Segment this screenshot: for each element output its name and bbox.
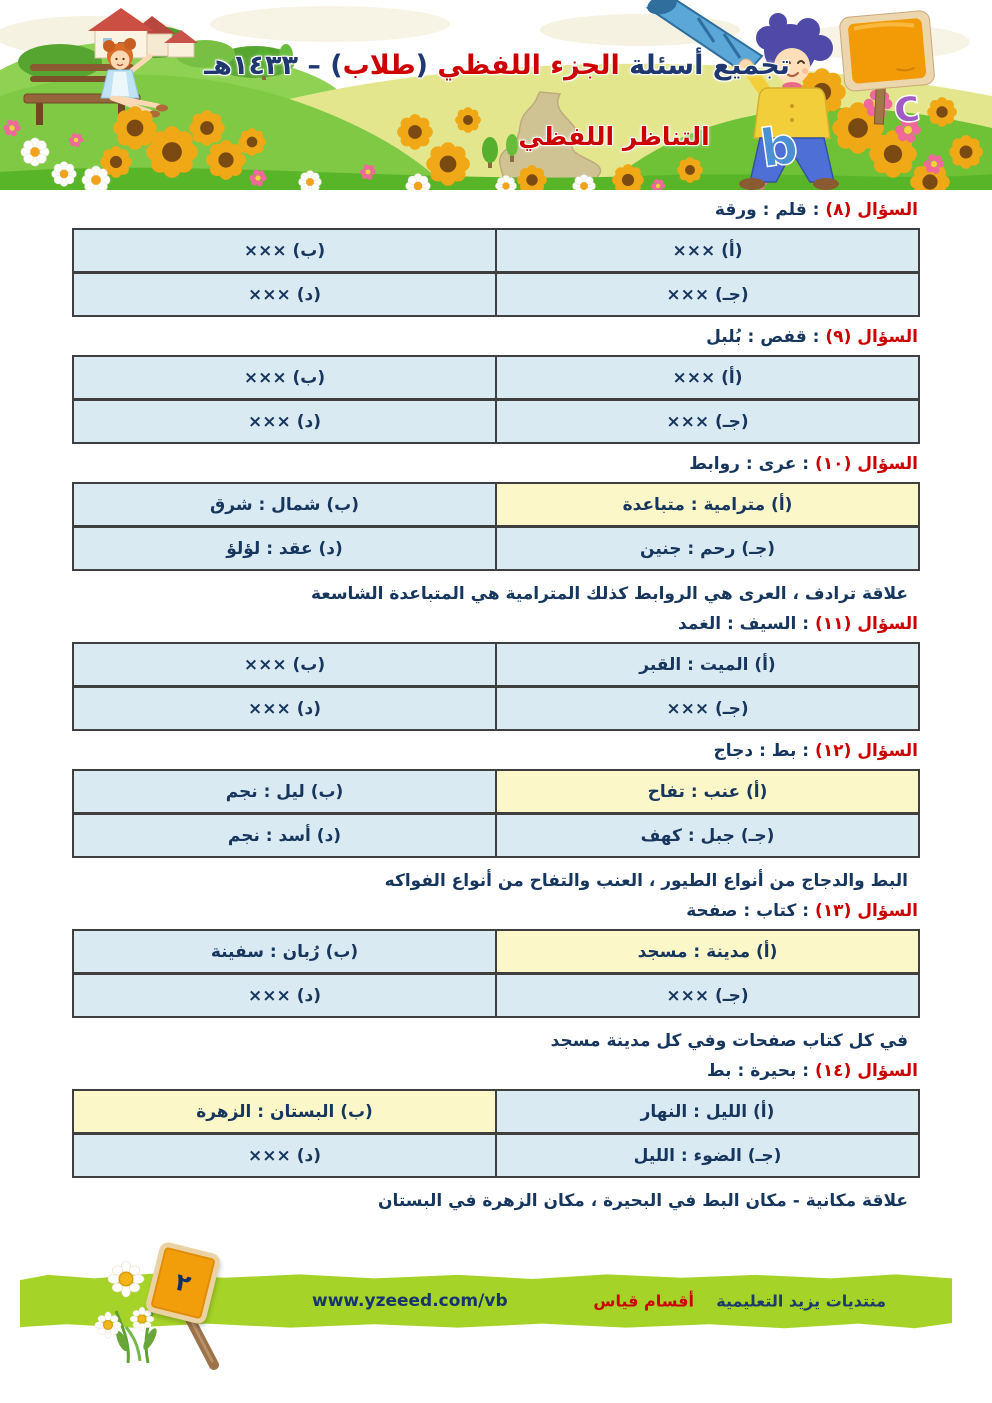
answer-explanation: علاقة مكانية - مكان البط في البحيرة ، مك… xyxy=(377,1191,908,1211)
option-c: (جـ) ××× xyxy=(497,274,918,315)
question-heading: السؤال (١٤) : بحيرة : بط xyxy=(72,1061,918,1081)
question-block-8: السؤال (٨) : قلم : ورقة (أ) ××× (ب) ××× … xyxy=(72,200,920,317)
option-c: (جـ) الضوء : الليل xyxy=(497,1135,918,1176)
question-label: السؤال (١٣) xyxy=(815,901,918,921)
option-d: (د) ××× xyxy=(74,1135,495,1176)
option-d: (د) ××× xyxy=(74,975,495,1016)
question-block-14: السؤال (١٤) : بحيرة : بط (أ) الليل : الن… xyxy=(72,1061,920,1211)
options-table: (أ) الليل : النهار (ب) البستان : الزهرة … xyxy=(72,1089,920,1178)
footer-brand: منتديات يزيد التعليمية xyxy=(716,1291,886,1311)
tree-icon xyxy=(255,44,293,80)
option-a: (أ) مدينة : مسجد xyxy=(497,931,918,972)
question-label: السؤال (٨) xyxy=(825,200,918,220)
option-b: (ب) ××× xyxy=(74,230,495,271)
question-stem: : بحيرة : بط xyxy=(706,1061,816,1081)
option-d: (د) ××× xyxy=(74,688,495,729)
question-stem: : عرى : روابط xyxy=(689,454,816,474)
title-part: تجميع أسئلة xyxy=(619,50,790,81)
option-a: (أ) ××× xyxy=(497,230,918,271)
options-table: (أ) مترامية : متباعدة (ب) شمال : شرق (جـ… xyxy=(72,482,920,571)
question-stem: : قلم : ورقة xyxy=(714,200,826,220)
option-c: (جـ) ××× xyxy=(497,975,918,1016)
question-heading: السؤال (١٢) : بط : دجاج xyxy=(72,741,918,761)
question-stem: : قفص : بُلبل xyxy=(706,327,826,347)
options-table: (أ) ××× (ب) ××× (جـ) ××× (د) ××× xyxy=(72,228,920,317)
option-b: (ب) البستان : الزهرة xyxy=(74,1091,495,1132)
option-a: (أ) ××× xyxy=(497,357,918,398)
girl-on-bench-icon xyxy=(23,38,168,125)
footer-site-url: www.yzeeed.com/vb xyxy=(312,1291,508,1311)
question-block-12: السؤال (١٢) : بط : دجاج (أ) عنب : تفاح (… xyxy=(72,741,920,891)
options-table: (أ) عنب : تفاح (ب) ليل : نجم (جـ) جبل : … xyxy=(72,769,920,858)
option-c: (جـ) ××× xyxy=(497,401,918,442)
question-heading: السؤال (١٣) : كتاب : صفحة xyxy=(72,901,918,921)
answer-explanation: علاقة ترادف ، العرى هي الروابط كذلك المت… xyxy=(310,584,908,604)
option-b: (ب) شمال : شرق xyxy=(74,484,495,525)
footer-bar: منتديات يزيد التعليمية أقسام قياس www.yz… xyxy=(20,1273,952,1329)
question-label: السؤال (١١) xyxy=(815,614,918,634)
question-stem: : السيف : الغمد xyxy=(678,614,816,634)
option-a: (أ) الميت : القبر xyxy=(497,644,918,685)
boy-with-telescope-icon xyxy=(645,0,839,190)
option-c: (جـ) جبل : كهف xyxy=(497,815,918,856)
tree-icon xyxy=(482,134,518,168)
question-block-13: السؤال (١٣) : كتاب : صفحة (أ) مدينة : مس… xyxy=(72,901,920,1051)
question-stem: : كتاب : صفحة xyxy=(686,901,816,921)
question-label: السؤال (١٤) xyxy=(815,1061,918,1081)
header-banner: b c تجميع أسئلة الجزء اللفظي (طلاب) – ١٤… xyxy=(0,0,992,190)
options-table: (أ) ××× (ب) ××× (جـ) ××× (د) ××× xyxy=(72,355,920,444)
page-number: ٢ xyxy=(172,1267,194,1299)
answer-explanation: البط والدجاج من أنواع الطيور ، العنب وال… xyxy=(384,871,908,891)
question-block-9: السؤال (٩) : قفص : بُلبل (أ) ××× (ب) ×××… xyxy=(72,327,920,444)
option-d: (د) عقد : لؤلؤ xyxy=(74,528,495,569)
option-d: (د) أسد : نجم xyxy=(74,815,495,856)
option-b: (ب) ××× xyxy=(74,357,495,398)
option-a: (أ) عنب : تفاح xyxy=(497,771,918,812)
question-stem: : بط : دجاج xyxy=(713,741,816,761)
header-illustration: b c xyxy=(0,0,992,190)
option-b: (ب) ××× xyxy=(74,644,495,685)
option-b: (ب) ليل : نجم xyxy=(74,771,495,812)
question-heading: السؤال (١٠) : عرى : روابط xyxy=(72,454,918,474)
letter-b-icon: b xyxy=(757,115,802,180)
option-c: (جـ) رحم : جنين xyxy=(497,528,918,569)
options-table: (أ) مدينة : مسجد (ب) رُبان : سفينة (جـ) … xyxy=(72,929,920,1018)
option-a: (أ) مترامية : متباعدة xyxy=(497,484,918,525)
section-title: التناظر اللفظي xyxy=(518,122,710,151)
question-heading: السؤال (٩) : قفص : بُلبل xyxy=(72,327,918,347)
title-part: الجزء اللفظي xyxy=(428,50,620,81)
cloud-icon xyxy=(210,6,450,42)
questions-area: السؤال (٨) : قلم : ورقة (أ) ××× (ب) ××× … xyxy=(72,200,920,1211)
answer-explanation: في كل كتاب صفحات وفي كل مدينة مسجد xyxy=(550,1031,908,1051)
title-part: طلاب xyxy=(342,50,416,81)
question-heading: السؤال (٨) : قلم : ورقة xyxy=(72,200,918,220)
signpost-icon xyxy=(839,10,935,125)
footer-section-label: أقسام قياس xyxy=(593,1291,694,1311)
question-label: السؤال (٩) xyxy=(825,327,918,347)
options-table: (أ) الميت : القبر (ب) ××× (جـ) ××× (د) ×… xyxy=(72,642,920,731)
option-b: (ب) رُبان : سفينة xyxy=(74,931,495,972)
option-a: (أ) الليل : النهار xyxy=(497,1091,918,1132)
question-block-10: السؤال (١٠) : عرى : روابط (أ) مترامية : … xyxy=(72,454,920,604)
page-title: تجميع أسئلة الجزء اللفظي (طلاب) – ١٤٣٣هـ xyxy=(142,50,852,81)
title-part: ) – ١٤٣٣هـ xyxy=(204,50,343,81)
question-label: السؤال (١٠) xyxy=(815,454,918,474)
question-heading: السؤال (١١) : السيف : الغمد xyxy=(72,614,918,634)
option-d: (د) ××× xyxy=(74,401,495,442)
daisy-flowers-icon xyxy=(94,1260,219,1370)
question-block-11: السؤال (١١) : السيف : الغمد (أ) الميت : … xyxy=(72,614,920,731)
option-d: (د) ××× xyxy=(74,274,495,315)
title-part: ( xyxy=(415,50,429,81)
question-label: السؤال (١٢) xyxy=(815,741,918,761)
option-c: (جـ) ××× xyxy=(497,688,918,729)
